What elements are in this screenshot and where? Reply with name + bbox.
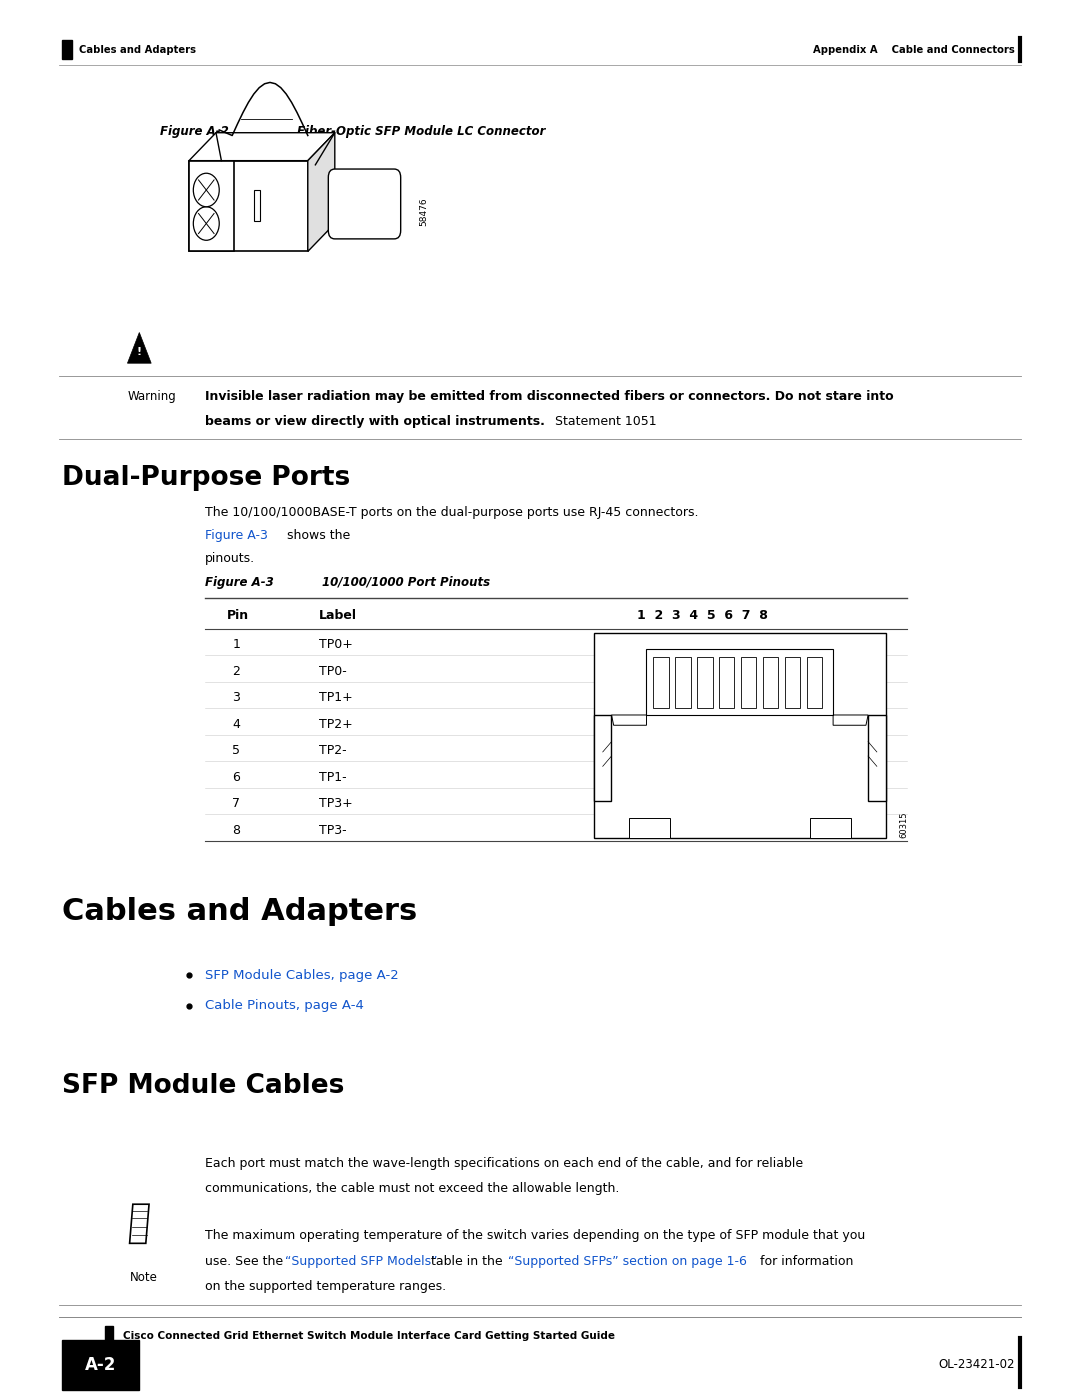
Bar xyxy=(675,657,690,708)
Text: Pin: Pin xyxy=(227,609,248,622)
Bar xyxy=(594,633,886,838)
Circle shape xyxy=(193,207,219,240)
Text: TP2+: TP2+ xyxy=(319,718,352,731)
Text: 6: 6 xyxy=(232,771,240,784)
Text: Statement 1051: Statement 1051 xyxy=(551,415,657,427)
Text: 10/100/1000 Port Pinouts: 10/100/1000 Port Pinouts xyxy=(322,576,490,588)
Text: Figure A-3: Figure A-3 xyxy=(205,576,274,588)
Polygon shape xyxy=(189,133,335,161)
Text: SFP Module Cables: SFP Module Cables xyxy=(62,1073,343,1099)
Text: Warning: Warning xyxy=(127,390,176,402)
Text: Cables and Adapters: Cables and Adapters xyxy=(62,897,417,926)
Text: SFP Module Cables, page A-2: SFP Module Cables, page A-2 xyxy=(205,968,399,982)
Text: Invisible laser radiation may be emitted from disconnected fibers or connectors.: Invisible laser radiation may be emitted… xyxy=(205,390,894,402)
Bar xyxy=(62,1340,139,1390)
Text: beams or view directly with optical instruments.: beams or view directly with optical inst… xyxy=(205,415,545,427)
Bar xyxy=(105,1326,113,1344)
Polygon shape xyxy=(868,715,886,802)
Text: TP2-: TP2- xyxy=(319,745,347,757)
Text: “Supported SFP Models”: “Supported SFP Models” xyxy=(285,1255,437,1267)
Text: table in the: table in the xyxy=(427,1255,507,1267)
Bar xyxy=(647,650,833,715)
Text: Figure A-3: Figure A-3 xyxy=(205,529,268,542)
Text: 4: 4 xyxy=(232,718,240,731)
Bar xyxy=(785,657,800,708)
Bar xyxy=(719,657,734,708)
Text: Figure A-2: Figure A-2 xyxy=(160,124,229,138)
Text: 8: 8 xyxy=(232,824,240,837)
Text: Cable Pinouts, page A-4: Cable Pinouts, page A-4 xyxy=(205,999,364,1013)
Bar xyxy=(697,657,713,708)
Text: for information: for information xyxy=(756,1255,853,1267)
Text: 7: 7 xyxy=(232,798,240,810)
Text: 2: 2 xyxy=(232,665,240,678)
Circle shape xyxy=(193,173,219,207)
Text: Each port must match the wave-length specifications on each end of the cable, an: Each port must match the wave-length spe… xyxy=(205,1157,804,1169)
Text: TP1-: TP1- xyxy=(319,771,347,784)
Text: 1  2  3  4  5  6  7  8: 1 2 3 4 5 6 7 8 xyxy=(637,609,768,622)
Bar xyxy=(629,817,670,838)
Bar xyxy=(741,657,756,708)
Polygon shape xyxy=(130,1204,149,1243)
Polygon shape xyxy=(127,332,151,363)
Text: pinouts.: pinouts. xyxy=(205,552,255,564)
FancyBboxPatch shape xyxy=(328,169,401,239)
Text: A-2: A-2 xyxy=(84,1356,117,1373)
Text: Cisco Connected Grid Ethernet Switch Module Interface Card Getting Started Guide: Cisco Connected Grid Ethernet Switch Mod… xyxy=(123,1330,616,1341)
Text: communications, the cable must not exceed the allowable length.: communications, the cable must not excee… xyxy=(205,1182,620,1194)
Text: Appendix A    Cable and Connectors: Appendix A Cable and Connectors xyxy=(813,45,1015,54)
Text: Cables and Adapters: Cables and Adapters xyxy=(79,45,195,54)
Text: The 10/100/1000BASE-T ports on the dual-purpose ports use RJ-45 connectors.: The 10/100/1000BASE-T ports on the dual-… xyxy=(205,506,699,518)
Polygon shape xyxy=(308,133,335,251)
Text: 58476: 58476 xyxy=(419,198,428,226)
Text: “Supported SFPs” section on page 1-6: “Supported SFPs” section on page 1-6 xyxy=(508,1255,746,1267)
Text: 60315: 60315 xyxy=(900,812,908,838)
Bar xyxy=(62,39,72,59)
Text: TP1+: TP1+ xyxy=(319,692,352,704)
Bar xyxy=(254,190,260,221)
Text: 1: 1 xyxy=(232,638,240,651)
Text: TP0+: TP0+ xyxy=(319,638,352,651)
Bar xyxy=(810,817,851,838)
Text: on the supported temperature ranges.: on the supported temperature ranges. xyxy=(205,1280,446,1292)
Text: Label: Label xyxy=(319,609,356,622)
Text: OL-23421-02: OL-23421-02 xyxy=(939,1358,1015,1372)
Text: TP3-: TP3- xyxy=(319,824,347,837)
Text: Fiber-Optic SFP Module LC Connector: Fiber-Optic SFP Module LC Connector xyxy=(297,124,545,138)
Text: TP0-: TP0- xyxy=(319,665,347,678)
Bar xyxy=(807,657,822,708)
Bar xyxy=(189,161,308,251)
Text: 5: 5 xyxy=(232,745,240,757)
Text: shows the: shows the xyxy=(283,529,350,542)
Bar xyxy=(653,657,669,708)
Text: Dual-Purpose Ports: Dual-Purpose Ports xyxy=(62,465,350,492)
Bar xyxy=(189,161,234,251)
Text: TP3+: TP3+ xyxy=(319,798,352,810)
Bar xyxy=(762,657,779,708)
Polygon shape xyxy=(594,715,611,802)
Text: The maximum operating temperature of the switch varies depending on the type of : The maximum operating temperature of the… xyxy=(205,1229,865,1242)
Text: !: ! xyxy=(137,346,141,358)
Text: Note: Note xyxy=(130,1271,158,1284)
Text: use. See the: use. See the xyxy=(205,1255,287,1267)
Text: 3: 3 xyxy=(232,692,240,704)
